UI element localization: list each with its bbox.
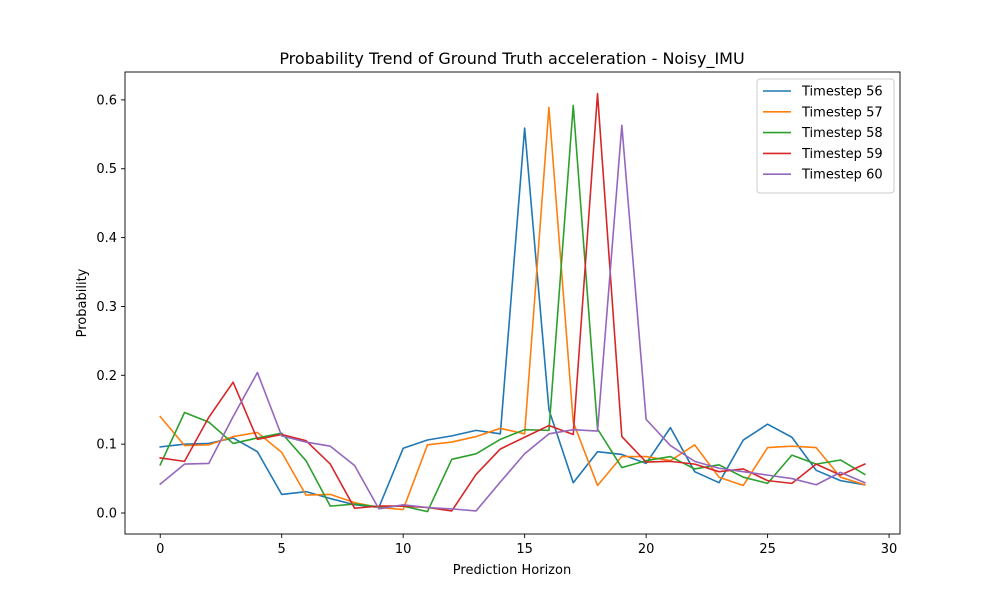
- x-axis-ticks: 0 5 10 15 20 25 30: [156, 534, 897, 557]
- legend-label-2: Timestep 57: [801, 105, 883, 120]
- y-axis-title: Probability: [75, 268, 90, 337]
- x-axis-title: Prediction Horizon: [453, 563, 571, 578]
- legend-label-5: Timestep 60: [801, 168, 883, 183]
- chart-title: Probability Trend of Ground Truth accele…: [279, 49, 744, 69]
- y-tick-label: 0.1: [96, 438, 117, 453]
- legend-label-4: Timestep 59: [801, 147, 883, 162]
- x-tick-label: 30: [881, 542, 898, 557]
- series-line-2: [159, 106, 866, 511]
- x-tick-label: 5: [278, 542, 286, 557]
- y-tick-label: 0.3: [96, 300, 117, 315]
- series-line-4: [159, 92, 866, 512]
- series-line-3: [159, 104, 866, 513]
- axes-spines: [124, 71, 901, 535]
- x-tick-label: 25: [759, 542, 776, 557]
- x-tick-label: 15: [516, 542, 533, 557]
- axes-frame: [124, 71, 901, 535]
- y-tick-label: 0.2: [96, 369, 117, 384]
- x-tick-label: 20: [638, 542, 655, 557]
- y-tick-label: 0.4: [96, 231, 117, 246]
- x-tick-label: 0: [156, 542, 164, 557]
- legend-box: [756, 78, 895, 194]
- x-tick-label: 10: [395, 542, 412, 557]
- series-line-1: [159, 127, 866, 509]
- legend-label-3: Timestep 58: [801, 126, 883, 141]
- y-tick-label: 0.6: [96, 93, 117, 108]
- y-tick-label: 0.0: [96, 507, 117, 522]
- series-line-5: [159, 124, 866, 512]
- y-axis-ticks: 0.0 0.1 0.2 0.3 0.4 0.5 0.6: [96, 93, 125, 522]
- y-tick-label: 0.5: [96, 162, 117, 177]
- legend: Timestep 56 Timestep 57 Timestep 58 Timeste…: [756, 78, 895, 194]
- series-layer: [159, 92, 866, 513]
- legend-label-1: Timestep 56: [801, 85, 883, 100]
